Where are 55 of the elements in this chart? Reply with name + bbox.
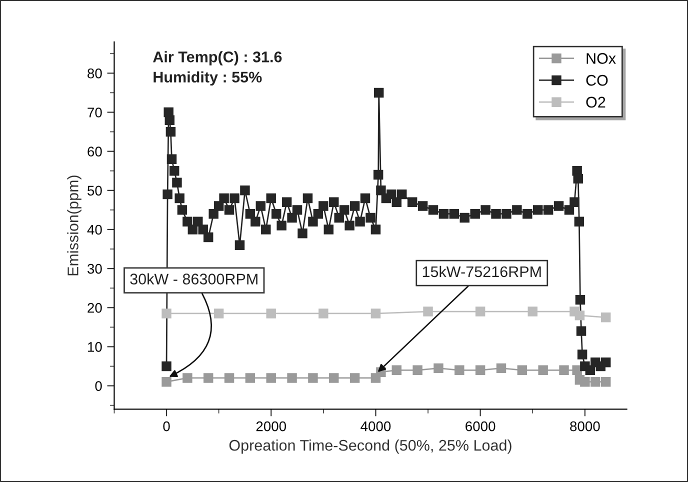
point bbox=[496, 363, 506, 374]
y-tick-label: 40 bbox=[87, 224, 102, 235]
point bbox=[528, 306, 538, 316]
y-tick-label: 60 bbox=[88, 146, 102, 157]
x-tick-label: 0 bbox=[163, 421, 170, 432]
point bbox=[517, 365, 528, 376]
point bbox=[454, 365, 464, 376]
y-tick-label: 0 bbox=[95, 381, 102, 391]
point bbox=[559, 365, 569, 376]
point bbox=[162, 308, 172, 318]
y-tick-label: 30 bbox=[87, 264, 102, 274]
point bbox=[434, 363, 444, 374]
point bbox=[412, 365, 422, 376]
x-tick-label: 8000 bbox=[570, 421, 600, 432]
point bbox=[574, 310, 585, 320]
legend-label: NOx bbox=[586, 53, 616, 64]
annotation: Air Temp(C) : 31.6 bbox=[153, 51, 282, 66]
point bbox=[266, 308, 276, 318]
point bbox=[370, 308, 381, 318]
point bbox=[590, 377, 600, 387]
point bbox=[600, 377, 611, 387]
y-tick-label: 80 bbox=[88, 68, 102, 78]
point bbox=[203, 373, 214, 383]
point bbox=[214, 308, 224, 318]
point bbox=[329, 373, 339, 383]
x-axis-title: Opreation Time-Second (50%, 25% Load) bbox=[229, 440, 512, 454]
point bbox=[392, 365, 402, 376]
y-tick-label: 10 bbox=[88, 342, 102, 352]
point bbox=[162, 377, 172, 387]
point bbox=[287, 373, 297, 383]
point bbox=[538, 365, 548, 376]
legend-label: O2 bbox=[586, 96, 606, 108]
point bbox=[266, 373, 276, 383]
x-tick-label: 4000 bbox=[360, 421, 391, 432]
point bbox=[224, 373, 234, 383]
point bbox=[475, 306, 486, 316]
annotation: Humidity : 55% bbox=[154, 71, 262, 86]
point bbox=[318, 308, 328, 318]
point bbox=[423, 306, 433, 316]
point bbox=[308, 373, 318, 383]
annotation: 30kW - 86300RPM bbox=[130, 273, 258, 284]
point bbox=[580, 377, 590, 387]
point bbox=[182, 373, 192, 383]
y-tick-label: 20 bbox=[88, 302, 102, 313]
y-axis-title: Emission(ppm) bbox=[67, 176, 82, 276]
point bbox=[475, 365, 486, 376]
point bbox=[600, 312, 611, 322]
x-tick-label: 2000 bbox=[256, 421, 286, 432]
annotation: 15kW-75216RPM bbox=[422, 266, 541, 278]
y-tick-label: 50 bbox=[88, 186, 102, 196]
y-tick-label: 70 bbox=[88, 108, 102, 118]
legend-label: CO bbox=[586, 74, 608, 86]
point bbox=[245, 373, 256, 383]
point bbox=[350, 373, 360, 383]
x-tick-label: 6000 bbox=[466, 421, 496, 432]
